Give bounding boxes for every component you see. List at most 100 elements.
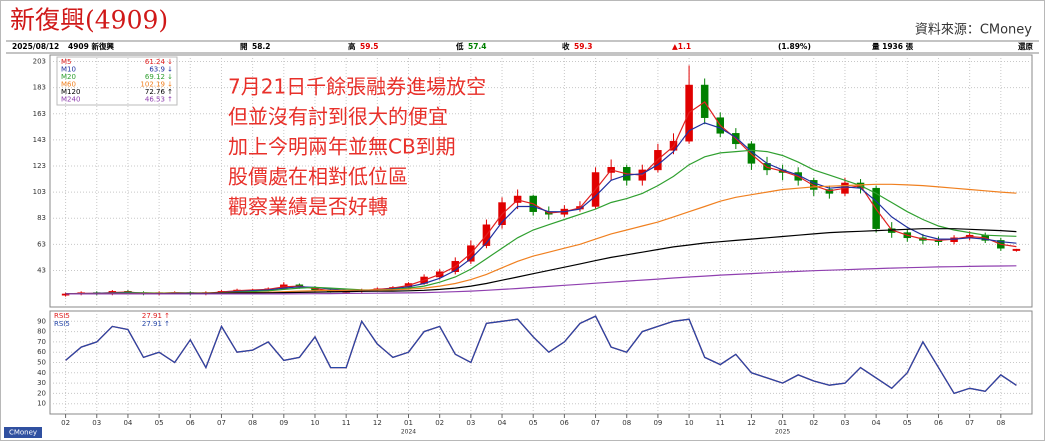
legend-name: RSI5 <box>54 312 70 320</box>
y-tick-label: 143 <box>33 136 46 144</box>
info-item: 收 <box>562 41 570 51</box>
legend-value: 27.91 ↑ <box>142 312 170 320</box>
x-tick-label: 06 <box>186 419 195 427</box>
x-tick-label: 05 <box>155 419 164 427</box>
x-tick-label: 09 <box>279 419 288 427</box>
annotation-line: 觀察業績是否好轉 <box>228 195 388 219</box>
x-tick-label: 06 <box>934 419 943 427</box>
x-tick-label: 01 <box>778 419 787 427</box>
annotation-line: 7月21日千餘張融券進場放空 <box>228 75 486 99</box>
x-tick-label: 09 <box>653 419 662 427</box>
legend-value: 46.53 ↑ <box>145 96 173 104</box>
x-tick-label: 07 <box>965 419 974 427</box>
x-tick-label: 01 <box>404 419 413 427</box>
legend-value: 102.19 ↓ <box>140 81 173 89</box>
info-item: 還原 <box>1018 41 1034 51</box>
ma-legend-box <box>56 56 178 106</box>
x-tick-label: 06 <box>560 419 569 427</box>
x-tick-label: 05 <box>903 419 912 427</box>
x-tick-label: 03 <box>466 419 475 427</box>
y-tick-label: 90 <box>37 317 46 325</box>
x-year-label: 2025 <box>775 429 790 436</box>
x-tick-label: 08 <box>248 419 257 427</box>
legend-value: 69.12 ↓ <box>145 73 173 81</box>
price-panel <box>49 54 1033 308</box>
x-tick-label: 04 <box>872 419 881 427</box>
ma-line <box>65 228 1017 295</box>
legend-name: M60 <box>61 81 76 89</box>
source: 資料來源：CMoney <box>915 23 1032 38</box>
x-year-label: 2024 <box>401 429 416 436</box>
info-item: 量 1936 張 <box>872 41 914 51</box>
stock-title: 新復興(4909) <box>10 6 168 35</box>
x-tick-label: 10 <box>685 419 694 427</box>
logo-box <box>4 427 42 438</box>
info-item: 59.3 <box>574 42 593 51</box>
legend-value: 63.9 ↓ <box>149 66 173 74</box>
x-tick-label: 02 <box>61 419 70 427</box>
x-tick-label: 04 <box>498 419 507 427</box>
info-item: 2025/08/12 <box>12 42 59 51</box>
info-item: 4909 新復興 <box>68 41 114 51</box>
x-tick-label: 02 <box>809 419 818 427</box>
footer-logo: CMoney <box>9 429 37 437</box>
x-tick-label: 11 <box>716 419 725 427</box>
x-tick-label: 10 <box>311 419 320 427</box>
y-tick-label: 43 <box>37 266 46 274</box>
y-tick-label: 20 <box>37 389 46 397</box>
x-tick-label: 12 <box>373 419 382 427</box>
legend-name: M20 <box>61 73 76 81</box>
x-tick-label: 02 <box>435 419 444 427</box>
info-item: (1.89%) <box>778 42 811 51</box>
x-tick-label: 07 <box>591 419 600 427</box>
legend-value: 61.24 ↓ <box>145 58 173 66</box>
info-item: 57.4 <box>468 42 487 51</box>
x-tick-label: 04 <box>123 419 132 427</box>
annotation-line: 但並沒有討到很大的便宜 <box>228 105 448 129</box>
candle-body <box>61 293 70 296</box>
y-tick-label: 70 <box>37 338 46 346</box>
x-tick-label: 07 <box>217 419 226 427</box>
info-item: 高 <box>348 41 356 51</box>
legend-value: 72.76 ↑ <box>145 88 173 96</box>
info-item: 開 <box>240 42 248 51</box>
legend-name: M5 <box>61 58 72 66</box>
x-tick-label: 05 <box>529 419 538 427</box>
x-tick-label: 08 <box>622 419 631 427</box>
y-tick-label: 10 <box>37 400 46 408</box>
y-tick-label: 203 <box>33 58 46 66</box>
info-item: ▲1.1 <box>672 42 691 51</box>
y-tick-label: 163 <box>33 110 46 118</box>
x-tick-label: 03 <box>92 419 101 427</box>
candle-body <box>825 189 834 194</box>
legend-name: M120 <box>61 88 80 96</box>
info-item: 58.2 <box>252 42 271 51</box>
ma-line <box>65 101 1017 295</box>
x-tick-label: 12 <box>747 419 756 427</box>
info-item: 低 <box>455 41 464 51</box>
rsi-line <box>65 315 1017 395</box>
legend-name: RSI5 <box>54 320 70 328</box>
candle-body <box>513 195 522 203</box>
info-item: 59.5 <box>360 42 379 51</box>
y-tick-label: 40 <box>37 369 46 377</box>
legend-name: M240 <box>61 96 80 104</box>
y-tick-label: 103 <box>33 188 46 196</box>
y-tick-label: 83 <box>37 214 46 222</box>
legend-value: 27.91 ↑ <box>142 320 170 328</box>
legend-name: M10 <box>61 66 76 74</box>
y-tick-label: 60 <box>37 348 46 356</box>
candle-body <box>1012 248 1021 251</box>
y-tick-label: 123 <box>33 162 46 170</box>
y-tick-label: 183 <box>33 84 46 92</box>
ma-line <box>65 265 1017 295</box>
x-tick-label: 08 <box>996 419 1005 427</box>
y-tick-label: 63 <box>37 240 46 248</box>
annotation-line: 股價處在相對低位區 <box>228 165 408 189</box>
x-tick-label: 11 <box>342 419 351 427</box>
y-tick-label: 30 <box>37 379 46 387</box>
y-tick-label: 80 <box>37 328 46 336</box>
annotation-line: 加上今明兩年並無CB到期 <box>228 135 456 159</box>
